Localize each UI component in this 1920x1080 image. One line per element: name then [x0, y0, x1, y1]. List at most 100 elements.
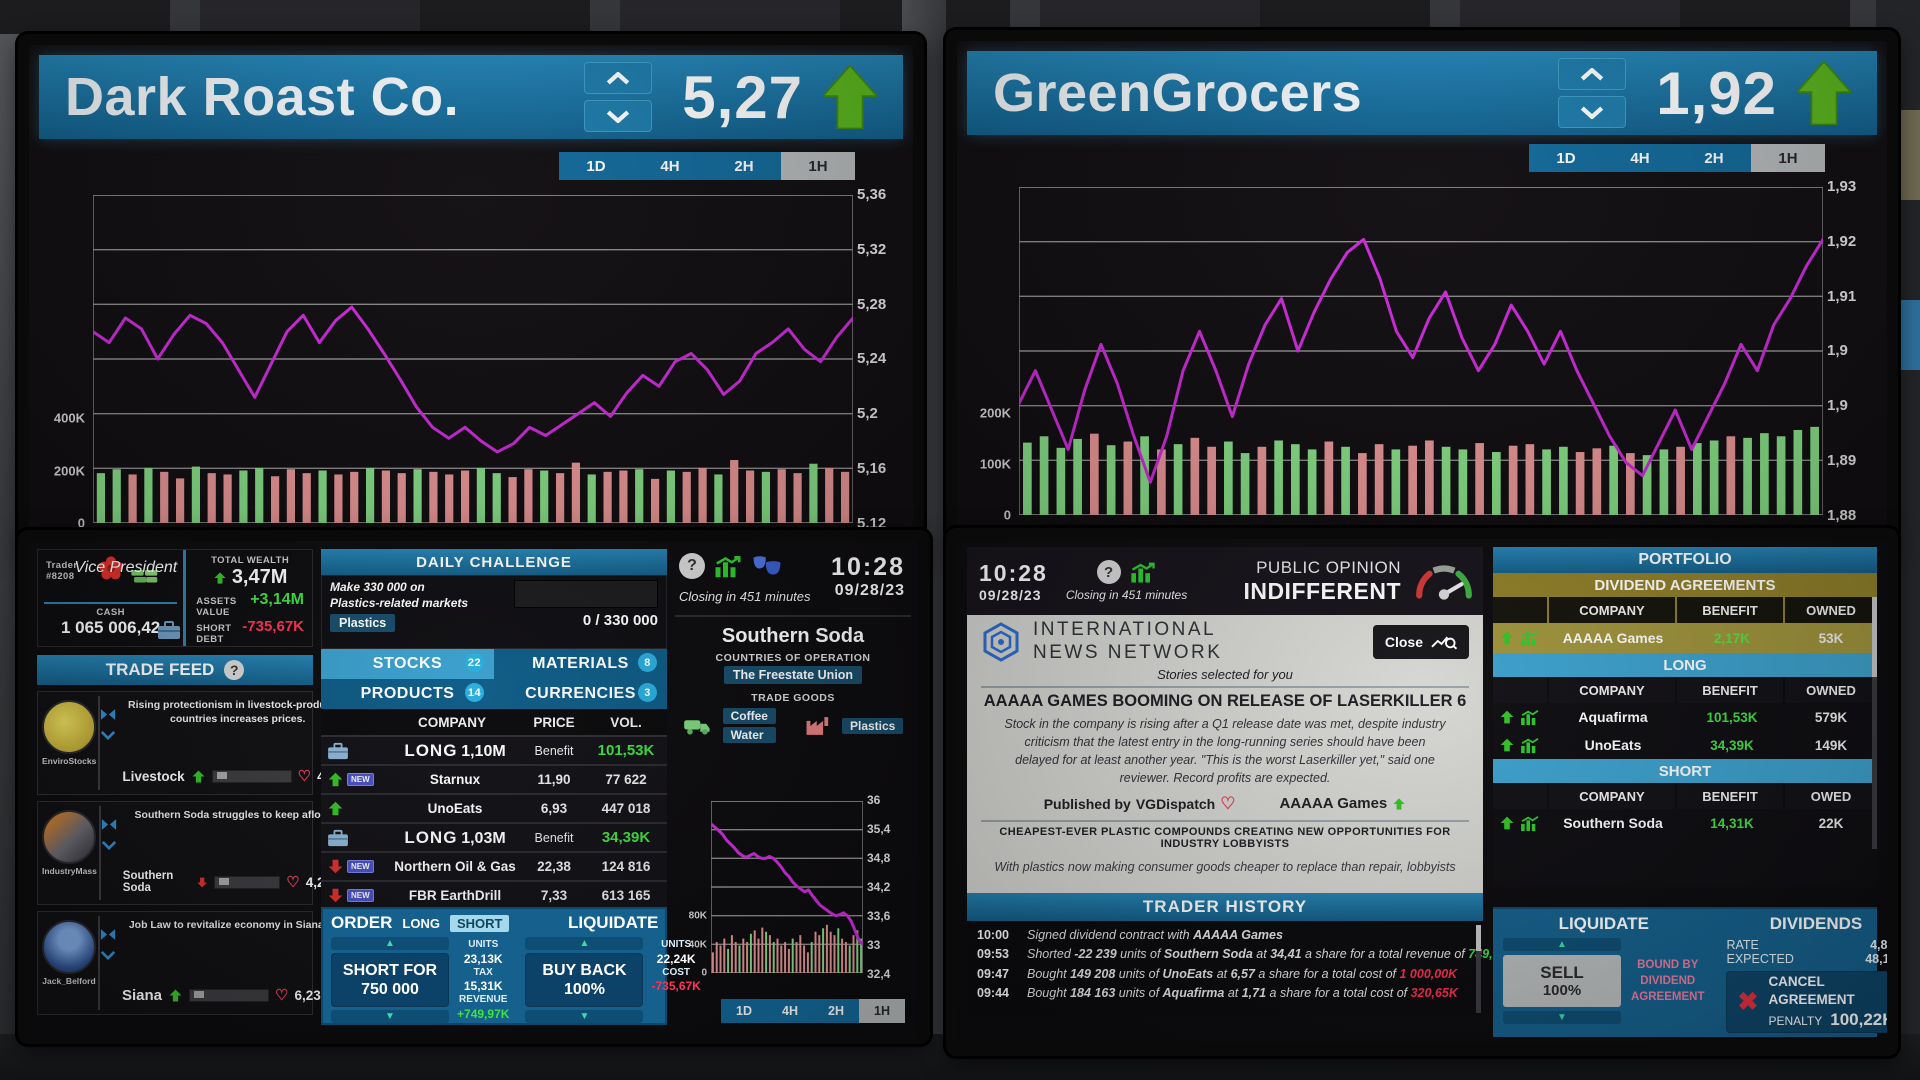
cancel-agreement-button[interactable]: ✖ CANCEL AGREEMENT PENALTY 100,22K: [1726, 971, 1887, 1033]
order-amount-down[interactable]: ▼: [331, 1010, 449, 1023]
help-icon[interactable]: ?: [1096, 560, 1121, 584]
tab-count-badge: 3: [638, 683, 657, 702]
timeframe-4h[interactable]: 4H: [633, 152, 707, 180]
stock-row[interactable]: NEW Starnux 11,90 77 622: [321, 766, 667, 795]
countries-label: COUNTRIES OF OPERATION: [715, 652, 871, 664]
theater-masks-icon[interactable]: [751, 555, 783, 577]
timeframe-4h[interactable]: 4H: [767, 999, 813, 1023]
view-chart-icon[interactable]: [1519, 815, 1541, 831]
timeframe-1d[interactable]: 1D: [721, 999, 767, 1023]
timeframe-1d[interactable]: 1D: [1529, 144, 1603, 172]
stock-price: 1,92: [1656, 59, 1777, 127]
chevron-down-icon[interactable]: [100, 951, 116, 960]
short-for-button[interactable]: SHORT FOR 750 000: [331, 953, 449, 1007]
view-chart-icon[interactable]: [1519, 737, 1541, 753]
volume-tick-label: 400K: [53, 410, 85, 426]
history-scrollbar[interactable]: [1476, 925, 1481, 1013]
volume-axis: 200K 100K 0: [965, 187, 1011, 523]
bound-note: BOUND BY DIVIDEND AGREEMENT: [1631, 958, 1705, 1004]
chart-mode-icon[interactable]: [1129, 561, 1157, 583]
like-icon[interactable]: ♡: [297, 768, 312, 785]
sell-down[interactable]: ▼: [1503, 1011, 1621, 1024]
tab-stocks[interactable]: STOCKS 22: [321, 649, 494, 679]
stock-name: Northern Oil & Gas: [394, 859, 516, 874]
like-publisher-icon[interactable]: ♡: [1220, 794, 1236, 814]
timeframe-2h[interactable]: 2H: [707, 152, 781, 180]
units-label: UNITS: [468, 939, 499, 950]
new-badge: NEW: [347, 860, 374, 873]
like-icon[interactable]: ♡: [275, 987, 289, 1004]
col-volume: VOL.: [610, 714, 642, 730]
short-for-amount: 750 000: [361, 981, 419, 998]
short-for-label: SHORT FOR: [342, 961, 438, 979]
timeframe-1h[interactable]: 1H: [1751, 144, 1825, 172]
order-stats: UNITS 23,13K TAX 15,31K REVENUE +749,97K: [457, 937, 509, 1023]
order-amount-up[interactable]: ▲: [331, 937, 449, 950]
chart-mode-icon[interactable]: [713, 554, 743, 578]
timeframe-2h[interactable]: 2H: [1677, 144, 1751, 172]
sell-up[interactable]: ▲: [1503, 938, 1621, 951]
related-company[interactable]: AAAAA Games: [1279, 795, 1388, 813]
chevron-down-icon[interactable]: [101, 841, 117, 850]
position-benefit: 2,17K: [1713, 630, 1751, 646]
short-toggle[interactable]: SHORT: [449, 914, 510, 932]
challenge-progress-bar: [513, 580, 658, 608]
long-toggle[interactable]: LONG: [402, 915, 440, 931]
feed-headline: Rising protectionism in livestock-produc…: [128, 699, 348, 725]
rank-flower-icon: [96, 554, 160, 589]
view-chart-icon[interactable]: [1519, 630, 1541, 646]
volume-tick-label: 0: [1003, 507, 1011, 523]
assets-value: +3,14M: [250, 591, 304, 608]
short-row[interactable]: Southern Soda 14,31K 22K: [1493, 809, 1877, 837]
y-tick-label: 34,8: [867, 851, 891, 865]
timeframe-1d[interactable]: 1D: [559, 152, 633, 180]
dividend-row[interactable]: AAAAA Games 2,17K 53K: [1493, 623, 1877, 653]
scroll-up-button[interactable]: [1558, 58, 1627, 90]
like-icon[interactable]: ♡: [286, 873, 300, 891]
help-icon[interactable]: ?: [679, 553, 705, 579]
timeframe-2h[interactable]: 2H: [813, 999, 859, 1023]
trend-up-icon: [1797, 61, 1851, 125]
help-icon[interactable]: ?: [224, 660, 245, 680]
long-row[interactable]: UnoEats 34,39K 149K: [1493, 731, 1877, 759]
sell-button[interactable]: SELL 100%: [1503, 955, 1621, 1007]
scroll-down-button[interactable]: [584, 100, 653, 132]
timeframe-4h[interactable]: 4H: [1603, 144, 1677, 172]
stock-row[interactable]: UnoEats 6,93 447 018: [321, 795, 667, 824]
opinion-gauge-icon: [1416, 565, 1472, 600]
trend-up-icon: [169, 989, 182, 1002]
col-price: PRICE: [533, 714, 575, 730]
pin-icon[interactable]: [101, 818, 117, 831]
scroll-down-button[interactable]: [1558, 96, 1627, 128]
trader-label: Trader: [46, 560, 78, 571]
buyback-up[interactable]: ▲: [525, 937, 644, 950]
monitor-greengrocers: GreenGrocers 1,92 1D 4H 2H 1H 1,93 1,92 1,…: [946, 30, 1898, 542]
volume-tick-label: 200K: [53, 463, 85, 479]
timeframe-1h[interactable]: 1H: [781, 152, 855, 180]
pin-icon[interactable]: [100, 928, 116, 941]
briefcase-icon: [328, 829, 348, 846]
monitor-news-portfolio: 10:28 09/28/23 ? Closing in 451 minutes …: [946, 528, 1898, 1056]
chevron-down-icon[interactable]: [100, 731, 116, 740]
close-news-button[interactable]: Close: [1372, 624, 1469, 659]
tab-materials[interactable]: MATERIALS 8: [494, 649, 667, 679]
money-icon: [131, 570, 158, 583]
clock: 10:28: [831, 553, 905, 581]
position-row[interactable]: LONG 1,03M Benefit 34,39K: [321, 824, 667, 853]
pin-icon[interactable]: [100, 708, 116, 721]
buy-back-button[interactable]: BUY BACK 100%: [525, 953, 644, 1007]
portfolio-scrollbar[interactable]: [1872, 597, 1877, 849]
avatar: [42, 700, 97, 754]
position-row[interactable]: LONG 1,10M Benefit 101,53K: [321, 737, 667, 766]
long-row[interactable]: Aquafirma 101,53K 579K: [1493, 703, 1877, 731]
tab-currencies[interactable]: CURRENCIES 3: [494, 679, 667, 709]
buyback-down[interactable]: ▼: [525, 1010, 644, 1023]
portfolio-block: PORTFOLIO DIVIDEND AGREEMENTS COMPANY BE…: [1493, 547, 1887, 1037]
tab-products[interactable]: PRODUCTS 14: [321, 679, 494, 709]
timeframe-1h[interactable]: 1H: [859, 999, 905, 1023]
scroll-up-button[interactable]: [584, 62, 653, 94]
history-time: 09:47: [977, 966, 1009, 981]
stock-row[interactable]: NEW Northern Oil & Gas 22,38 124 816: [321, 853, 667, 882]
challenge-goal-line2: Plastics-related markets: [330, 595, 469, 610]
view-chart-icon[interactable]: [1519, 709, 1541, 725]
